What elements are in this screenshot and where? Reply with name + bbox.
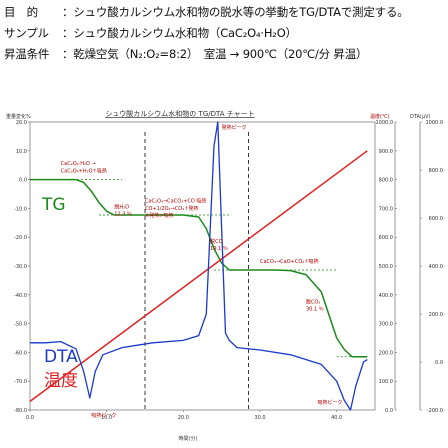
left-tick-label: 10.0: [16, 149, 27, 155]
temp-tick-label: 200.0: [379, 350, 393, 356]
left-axis-label: 重量変化%: [6, 113, 31, 120]
left-tick-label: -70.0: [14, 379, 27, 385]
chart-annotation: 吸熱ピーク: [318, 399, 343, 406]
chart-annotation: 脱H₂O: [114, 203, 129, 210]
condition-label: 昇温条件: [4, 47, 50, 61]
temp-tick-label: 800.0: [379, 178, 393, 184]
x-tick-label: 0.0: [26, 415, 34, 421]
purpose-text: ：シュウ酸カルシウム水和物の脱水等の挙動をTG/DTAで測定する。: [62, 5, 409, 19]
left-tick-label: 20.0: [16, 120, 27, 126]
legend-tg: TG: [41, 195, 66, 215]
x-tick-label: 40.0: [331, 415, 342, 421]
sample-text: ：シュウ酸カルシウム水和物（CaC₂O₄·H₂O）: [62, 26, 297, 40]
chart-annotation: ※発熱>吸熱: [145, 212, 173, 219]
temp-tick-label: 900.0: [379, 149, 393, 155]
chart-annotation: 30.1 ％: [306, 307, 324, 313]
x-axis-label: 時間(分): [179, 435, 198, 442]
chart-annotation: 脱CO: [210, 238, 222, 245]
temp-tick-label: 100.0: [379, 379, 393, 385]
left-tick-label: -40.0: [14, 293, 27, 299]
dta-axis-label: DTA(μV): [410, 114, 430, 120]
chart-annotation: CaC₂O₄+H₂O↑吸熱: [61, 167, 107, 174]
dta-tick-label: 200.0: [429, 312, 443, 318]
purpose-line: 目 的 ：シュウ酸カルシウム水和物の脱水等の挙動をTG/DTAで測定する。: [4, 4, 409, 20]
condition-text: ：乾燥空気（N₂:O₂=8:2） 室温 → 900℃（20℃/分 昇温）: [62, 47, 368, 61]
chart-annotation: 脱CO₂: [306, 298, 320, 305]
chart-annotation: CaC₂O₄→CaCO₃+CO 吸熱: [145, 198, 206, 205]
temp-tick-label: 700.0: [379, 206, 393, 212]
dta-curve: [30, 121, 368, 411]
temp-tick-label: 400.0: [379, 293, 393, 299]
chart-title: シュウ酸カルシウム水和物の TG/DTA チャート: [105, 109, 254, 118]
temp-tick-label: 1000.0: [376, 120, 394, 126]
x-tick-label: 20.0: [178, 415, 189, 421]
x-tick-label: 30.0: [254, 415, 265, 421]
left-tick-label: -30.0: [14, 264, 27, 270]
sample-label: サンプル: [4, 26, 49, 40]
purpose-label: 目 的: [4, 5, 38, 19]
condition-line: 昇温条件 ：乾燥空気（N₂:O₂=8:2） 室温 → 900℃（20℃/分 昇温）: [4, 46, 368, 62]
chart-annotation: CaC₂O₄·H₂O →: [61, 161, 96, 167]
temperature-line: [29, 150, 368, 403]
left-tick-label: -60.0: [14, 350, 27, 356]
temp-tick-label: 600.0: [379, 235, 393, 241]
dta-tick-label: 800.0: [429, 168, 443, 174]
dta-tick-label: 1000.0: [426, 120, 444, 126]
dta-tick-label: 0.0: [435, 360, 443, 366]
dta-tick-label: 400.0: [429, 264, 443, 270]
dta-tick-label: -200.0: [427, 408, 443, 414]
chart-annotation: CO+1/2O₂→CO₂↑発熱: [145, 205, 198, 212]
temp-tick-label: 500.0: [379, 264, 393, 270]
chart-annotation: 吸熱ピーク: [91, 412, 116, 419]
dta-tick-label: 600.0: [429, 216, 443, 222]
legend-temp: 温度: [44, 371, 78, 391]
x-tick-label: 10.0: [101, 415, 112, 421]
temp-tick-label: 300.0: [379, 322, 393, 328]
chart-annotation: CaCO₃→CaO+CO₂↑吸熱: [260, 258, 318, 265]
left-tick-label: -20.0: [14, 235, 27, 241]
temp-axis-label: 温度(℃): [370, 113, 390, 120]
left-tick-label: 0.0: [19, 178, 27, 184]
chart-annotation: 12.3 ％: [114, 212, 132, 218]
left-tick-label: -80.0: [14, 408, 27, 414]
left-tick-label: -50.0: [14, 322, 27, 328]
tg-curve: [30, 178, 368, 358]
legend-dta: DTA: [44, 347, 78, 367]
left-tick-label: -10.0: [14, 206, 27, 212]
tg-dta-chart: シュウ酸カルシウム水和物の TG/DTA チャート 重量変化% 温度(℃) DT…: [6, 109, 444, 442]
chart-annotation: 19.1 ％: [210, 246, 228, 252]
sample-line: サンプル ：シュウ酸カルシウム水和物（CaC₂O₄·H₂O）: [4, 25, 297, 41]
temp-tick-label: 0.0: [385, 408, 393, 414]
chart-annotation: 発熱ピーク: [222, 124, 247, 131]
